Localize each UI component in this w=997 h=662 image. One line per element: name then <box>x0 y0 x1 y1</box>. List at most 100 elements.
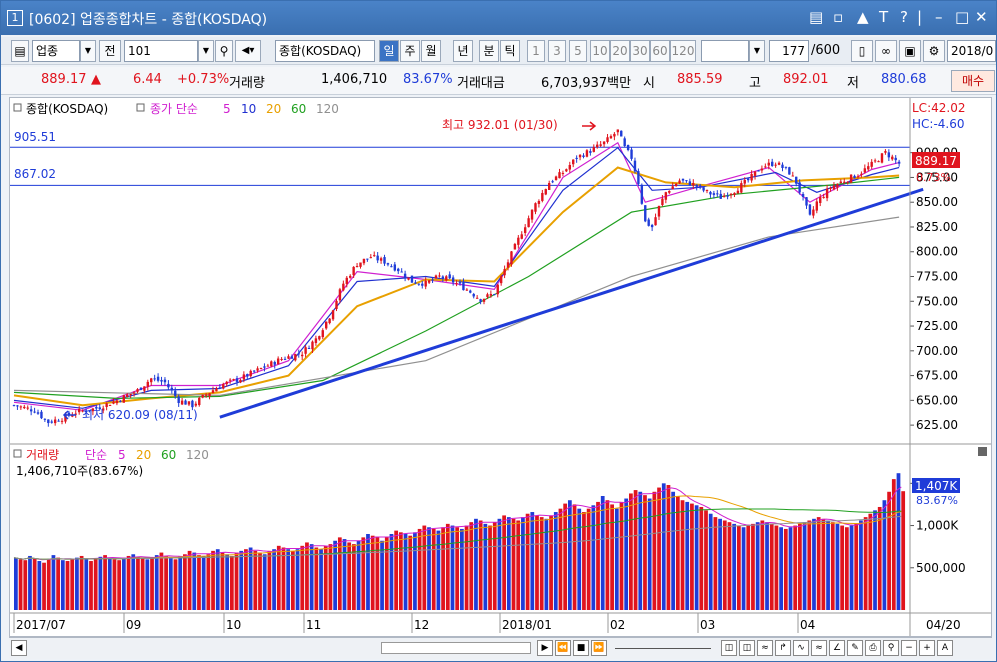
zoom-out-icon[interactable]: − <box>901 640 917 656</box>
volume-bar <box>328 544 333 610</box>
before-button[interactable]: 전 <box>99 40 121 62</box>
candle <box>630 149 633 159</box>
date-field[interactable]: 2018/0 <box>947 40 996 62</box>
candle <box>870 161 873 167</box>
play-icon[interactable]: ⏩ <box>591 640 607 656</box>
period-minute-tab[interactable]: 분 <box>479 40 499 62</box>
period-week-tab[interactable]: 주 <box>400 40 420 62</box>
print-icon[interactable]: ⎙ <box>865 640 881 656</box>
candle <box>894 157 897 161</box>
chart-area[interactable]: 625.00 650.00 675.00 700.00 725.00 750.00 775.… <box>9 97 992 637</box>
speaker-icon[interactable]: ◀▾ <box>235 40 261 62</box>
step-back-icon[interactable]: ⏪ <box>555 640 571 656</box>
candle <box>349 275 352 278</box>
window-minimize-button[interactable]: – <box>935 8 943 26</box>
interval-120[interactable]: 120 <box>670 40 696 62</box>
volume-bar <box>530 512 535 610</box>
zoom-in-icon[interactable]: + <box>919 640 935 656</box>
zoom-slider[interactable] <box>615 648 711 649</box>
period-tick-tab[interactable]: 틱 <box>500 40 520 62</box>
period-month-tab[interactable]: 월 <box>421 40 441 62</box>
y-tick-label: 675.00 <box>916 369 958 383</box>
y-tick-label: 725.00 <box>916 319 958 333</box>
scroll-right-icon[interactable]: ▶ <box>537 640 553 656</box>
duplicate-icon[interactable]: ◫ <box>739 640 755 656</box>
candle-type-icon[interactable]: ▯ <box>851 40 873 62</box>
chart-svg[interactable]: 625.00 650.00 675.00 700.00 725.00 750.00 775.… <box>10 98 991 636</box>
volume-bar <box>272 549 276 610</box>
candle <box>167 383 170 388</box>
interval-5[interactable]: 5 <box>569 40 587 62</box>
trend-tool-icon[interactable]: ↱ <box>775 640 791 656</box>
candle <box>208 393 211 397</box>
interval-20[interactable]: 20 <box>610 40 630 62</box>
candle <box>558 172 561 179</box>
ma-line-20 <box>13 166 900 407</box>
layout-split-icon[interactable]: ◫ <box>721 640 737 656</box>
indicator-icon[interactable]: ≈ <box>757 640 773 656</box>
restore-icon[interactable]: ▫ <box>833 8 844 26</box>
candle <box>373 255 376 257</box>
interval-dropdown-icon[interactable]: ▼ <box>749 40 765 62</box>
layout-icon[interactable]: ▤ <box>11 40 29 62</box>
candle <box>819 197 822 203</box>
volume-bar <box>774 525 779 610</box>
minimize-icon[interactable]: ▤ <box>809 8 824 26</box>
candle <box>273 361 276 365</box>
candle <box>620 130 623 137</box>
horizontal-scrollbar[interactable] <box>381 642 531 654</box>
interval-30[interactable]: 30 <box>630 40 650 62</box>
custom-interval-field[interactable] <box>701 40 749 62</box>
pin-icon[interactable]: ▲ <box>857 8 869 26</box>
gear-icon[interactable]: ⚙ <box>923 40 945 62</box>
volume-bar <box>183 554 187 610</box>
font-size-icon[interactable]: A <box>937 640 953 656</box>
period-day-tab[interactable]: 일 <box>379 40 399 62</box>
interval-1[interactable]: 1 <box>527 40 545 62</box>
window-close-button[interactable]: ✕ <box>975 8 988 26</box>
candle <box>57 420 60 422</box>
candle <box>506 262 510 268</box>
candle <box>132 392 136 394</box>
fibo-tool-icon[interactable]: ≈ <box>811 640 827 656</box>
volume-bar <box>319 549 323 610</box>
period-year-tab[interactable]: 년 <box>453 40 473 62</box>
help-icon[interactable]: ? <box>900 8 908 26</box>
volume-bar <box>657 487 661 610</box>
stop-icon[interactable]: ■ <box>573 640 589 656</box>
candle <box>311 341 314 350</box>
scroll-left-icon[interactable]: ◀ <box>11 640 27 656</box>
window-maximize-button[interactable]: □ <box>955 8 970 26</box>
code-input[interactable]: 101 <box>124 40 198 62</box>
candle <box>626 144 630 150</box>
y-tick-label: 625.00 <box>916 418 958 432</box>
save-icon[interactable]: ▣ <box>899 40 921 62</box>
category-dropdown-icon[interactable]: ▼ <box>80 40 96 62</box>
volume-bar <box>173 559 178 610</box>
candle <box>108 404 112 406</box>
x-tick-label: 2017/07 <box>16 618 66 632</box>
interval-10[interactable]: 10 <box>590 40 610 62</box>
draw-tool-icon[interactable]: ∠ <box>829 640 845 656</box>
category-select[interactable]: 업종 <box>32 40 80 62</box>
zoom-search-icon[interactable]: ⚲ <box>883 640 899 656</box>
font-icon[interactable]: T <box>879 8 889 26</box>
interval-60[interactable]: 60 <box>650 40 670 62</box>
tab-number-badge[interactable]: 1 <box>7 10 23 26</box>
text-tool-icon[interactable]: ✎ <box>847 640 863 656</box>
candle <box>825 188 829 199</box>
volume-bar <box>225 554 230 610</box>
candle <box>204 394 208 396</box>
count-field[interactable]: 177 <box>769 40 809 62</box>
volume-bar <box>347 542 352 610</box>
volume-bar <box>211 550 215 610</box>
search-icon[interactable]: ⚲ <box>215 40 233 62</box>
interval-3[interactable]: 3 <box>548 40 566 62</box>
candle <box>753 171 757 176</box>
code-dropdown-icon[interactable]: ▼ <box>198 40 214 62</box>
wave-tool-icon[interactable]: ∿ <box>793 640 809 656</box>
buy-button[interactable]: 매수 <box>951 70 995 92</box>
volume-bar <box>112 559 117 610</box>
panel-close-icon[interactable] <box>978 447 987 456</box>
line-tool-icon[interactable]: ∞ <box>875 40 897 62</box>
